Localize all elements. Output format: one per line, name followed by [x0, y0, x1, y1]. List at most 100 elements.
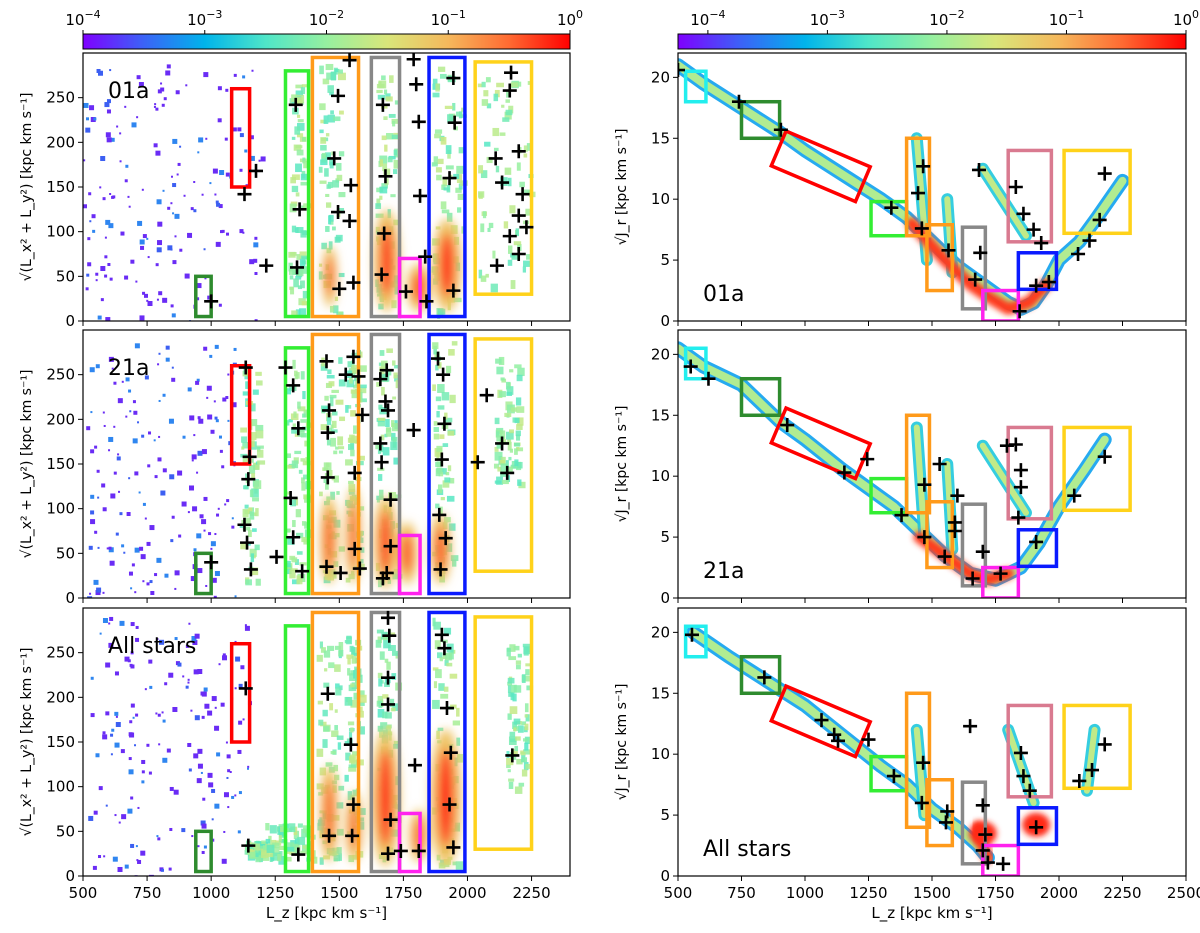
density-pixel: [124, 179, 128, 183]
density-pixel: [196, 378, 200, 382]
cluster-marker: [327, 151, 342, 166]
density-pixel: [393, 457, 402, 465]
density-pixel: [278, 835, 282, 842]
density-pixel: [447, 465, 452, 472]
density-pixel: [108, 622, 111, 625]
density-pixel: [291, 136, 296, 140]
density-pixel: [301, 536, 308, 543]
cluster-marker: [346, 797, 361, 812]
density-pixel: [389, 698, 395, 707]
selection-box: [397, 811, 422, 874]
density-pixel: [324, 152, 331, 160]
density-pixel: [512, 721, 518, 730]
plot-background: [678, 608, 1186, 876]
density-pixel: [193, 181, 196, 184]
density-pixel: [336, 828, 344, 836]
density-pixel: [135, 713, 139, 717]
selection-box: [310, 332, 361, 596]
cluster-marker: [381, 697, 396, 712]
density-pixel: [384, 682, 390, 687]
density-pixel: [201, 715, 205, 719]
density-pixel: [260, 156, 266, 162]
density-pixel: [517, 461, 523, 469]
cluster-marker: [320, 470, 335, 485]
density-pixel: [492, 250, 496, 259]
density-pixel: [347, 668, 351, 676]
density-pixel: [509, 448, 514, 453]
density-pixel: [347, 361, 352, 368]
density-pixel: [146, 237, 149, 240]
density-pixel: [154, 573, 158, 577]
density-pixel: [351, 647, 360, 656]
cluster-marker: [1008, 437, 1023, 452]
density-pixel: [125, 377, 130, 382]
density-pixel: [157, 713, 161, 717]
density-pixel: [336, 491, 340, 495]
density-pixel: [174, 570, 180, 576]
density-pixel: [171, 377, 176, 382]
density-pixel: [510, 280, 516, 289]
density-pixel: [453, 297, 462, 303]
density-pixel: [510, 464, 517, 469]
density-pixel: [382, 694, 389, 699]
density-pixel: [139, 239, 145, 245]
density-pixel: [287, 537, 295, 545]
cluster-marker: [406, 423, 421, 438]
density-pixel: [292, 423, 296, 428]
density-pixel: [136, 75, 141, 80]
cluster-marker: [407, 758, 422, 773]
density-pixel: [326, 417, 332, 426]
density-pixel: [251, 488, 259, 498]
density-pixel: [333, 450, 338, 455]
density-pixel: [359, 694, 367, 703]
density-pixel: [155, 712, 158, 715]
density-pixel: [110, 733, 114, 737]
density-pixel: [106, 137, 112, 143]
density-pixel: [337, 72, 346, 81]
density-pixel: [126, 512, 131, 517]
density-pixel: [168, 418, 174, 424]
density-pixel: [258, 159, 261, 162]
cluster-marker: [975, 798, 990, 813]
density-pixel: [447, 430, 455, 436]
colorbar-tick-label: 10−3: [187, 8, 222, 29]
density-pixel: [208, 532, 212, 536]
y-tick-label: 50: [56, 822, 75, 840]
density-pixel: [260, 852, 269, 858]
selection-box: [310, 55, 361, 319]
density-pixel: [525, 737, 529, 741]
density-pixel: [508, 781, 514, 789]
density-pixel: [330, 110, 334, 115]
cluster-marker: [1008, 180, 1023, 194]
cluster-marker: [375, 97, 390, 112]
density-pixel: [381, 183, 388, 189]
y-axis-label: √(L_x² + L_y²) [kpc km s⁻¹]: [19, 370, 35, 559]
density-pixel: [130, 703, 135, 708]
density-pixel: [297, 285, 302, 290]
density-pixel: [154, 103, 157, 106]
density-pixel: [437, 66, 446, 72]
density-pixel: [129, 663, 133, 667]
density-pixel: [245, 579, 252, 586]
density-pixel: [204, 277, 207, 280]
density-pixel: [435, 364, 439, 371]
cluster-marker: [286, 378, 301, 393]
selection-box: [427, 55, 467, 319]
density-pixel: [332, 226, 336, 231]
density-pixel: [516, 424, 523, 430]
density-pixel: [445, 471, 450, 476]
density-pixel: [349, 645, 354, 652]
density-pixel: [157, 89, 162, 94]
density-pixel: [291, 94, 298, 102]
density-pixel: [435, 167, 442, 173]
density-pixel: [254, 843, 261, 851]
density-pixel: [301, 256, 308, 260]
density-pixel: [280, 826, 284, 833]
x-tick-label: 1250: [849, 884, 887, 902]
density-pixel: [359, 398, 367, 403]
selection-box: [904, 413, 932, 515]
density-pixel: [349, 377, 353, 384]
density-pixel: [156, 835, 159, 838]
density-pixel: [331, 429, 338, 433]
density-pixel: [90, 411, 93, 414]
